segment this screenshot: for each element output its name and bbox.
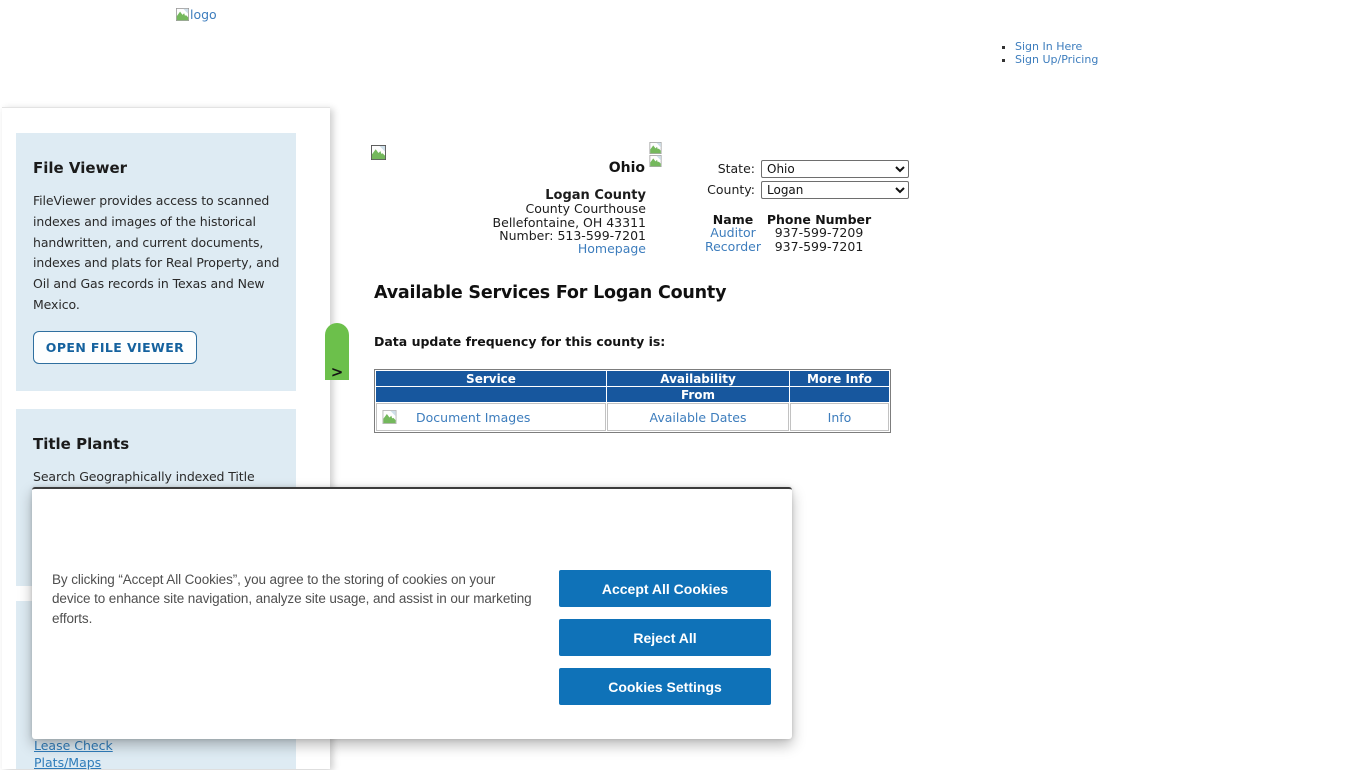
cookies-settings-button[interactable]: Cookies Settings [559,668,771,705]
file-viewer-panel: File Viewer FileViewer provides access t… [16,133,296,391]
homepage-link[interactable]: Homepage [577,241,646,257]
state-select-label: State: [717,161,755,176]
accept-all-cookies-button[interactable]: Accept All Cookies [559,570,771,607]
recorder-phone: 937-599-7201 [774,238,864,254]
sign-up-pricing-link[interactable]: Sign Up/Pricing [1015,52,1099,66]
broken-image-icon [382,410,397,424]
open-file-viewer-button[interactable]: OPEN FILE VIEWER [33,330,197,364]
auditor-link[interactable]: Auditor [710,225,756,241]
broken-image-icon [176,8,189,21]
col-header-more-info: More Info [790,371,889,386]
cookie-message: By clicking “Accept All Cookies”, you ag… [52,572,532,626]
state-name-label: Ohio [608,160,645,176]
info-link[interactable]: Info [827,409,852,425]
broken-image-icon [649,155,662,167]
chevron-right-icon: > [330,363,344,381]
contact-row: Auditor 937-599-7209 [701,225,873,241]
address-line: Bellefontaine, OH 43311 [492,214,646,230]
services-table: Service Availability More Info From Docu… [374,369,891,433]
contacts-table: Name Phone Number Auditor 937-599-7209 R… [701,212,873,254]
title-plants-title: Title Plants [33,435,130,453]
recorder-link[interactable]: Recorder [704,238,762,254]
frequency-label: Data update frequency for this county is… [374,334,666,349]
cookie-consent-dialog: By clicking “Accept All Cookies”, you ag… [32,487,792,739]
reject-all-button[interactable]: Reject All [559,619,771,656]
col-header-service: Service [376,371,606,386]
courthouse-line: County Courthouse [525,201,646,217]
col-subheader-empty [790,387,889,402]
broken-image-icon [371,145,386,160]
county-name: Logan County [545,188,646,203]
col-subheader-from: From [607,387,789,402]
file-viewer-description: FileViewer provides access to scanned in… [33,193,280,312]
col-header-availability: Availability [607,371,789,386]
county-select[interactable]: Logan [761,181,909,199]
phone-line: Number: 513-599-7201 [499,227,646,243]
feedback-tab[interactable]: > [325,323,349,380]
document-images-link[interactable]: Document Images [416,409,531,425]
services-heading: Available Services For Logan County [374,283,727,303]
plats-maps-link[interactable]: Plats/Maps [34,755,102,770]
state-select[interactable]: Ohio [761,160,909,178]
col-subheader-empty [376,387,606,402]
contact-row: Recorder 937-599-7201 [701,238,873,254]
site-logo[interactable]: logo [176,8,217,22]
file-viewer-title: File Viewer [33,159,128,177]
county-select-label: County: [707,182,755,197]
contacts-name-header: Name [712,212,754,227]
logo-alt-text: logo [190,7,217,22]
service-row: Document Images Available Dates Info [376,403,889,431]
available-dates-link[interactable]: Available Dates [649,409,747,425]
nav-item: Sign In Here [1015,40,1098,54]
lease-check-link[interactable]: Lease Check [34,738,113,753]
contacts-phone-header: Phone Number [766,212,872,227]
auditor-phone: 937-599-7209 [774,225,864,241]
top-nav: Sign In Here Sign Up/Pricing [998,40,1099,67]
nav-item: Sign Up/Pricing [1015,52,1099,67]
state-images [649,142,662,167]
title-plants-description: Search Geographically indexed Title [33,469,255,484]
county-address-block: Logan County County Courthouse Bellefont… [396,188,646,257]
cookie-buttons: Accept All Cookies Reject All Cookies Se… [559,570,771,717]
sign-in-link[interactable]: Sign In Here [1015,40,1083,53]
broken-image-icon [649,142,662,154]
